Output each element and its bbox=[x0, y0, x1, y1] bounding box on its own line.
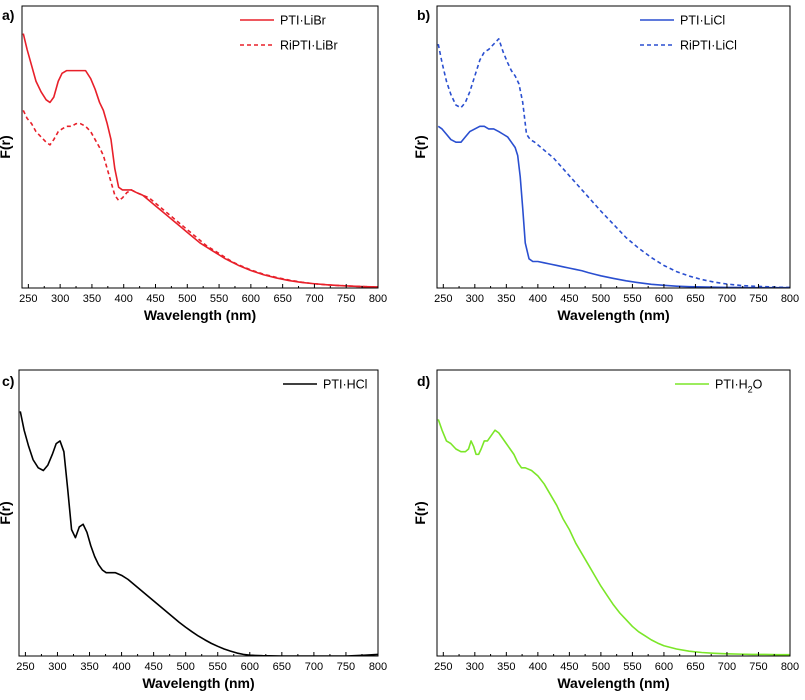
x-tick-label: 500 bbox=[592, 661, 610, 673]
x-tick-label: 800 bbox=[369, 661, 387, 673]
x-tick-label: 750 bbox=[749, 293, 767, 305]
y-axis-title: F(r) bbox=[0, 135, 13, 158]
x-tick-label: 450 bbox=[560, 661, 578, 673]
legend-label: PTI·H2O bbox=[715, 378, 763, 395]
chart-panel-3: 250 300 350 400 450 500 550 600 650 700 750 800 Wave… bbox=[0, 369, 387, 691]
series-line-pti-licl bbox=[437, 125, 790, 288]
x-axis-title: Wavelength (nm) bbox=[142, 675, 254, 691]
y-axis-title: F(r) bbox=[412, 135, 428, 158]
x-tick-label: 300 bbox=[51, 293, 69, 305]
x-tick-label: 500 bbox=[592, 293, 610, 305]
x-tick-label: 750 bbox=[749, 661, 767, 673]
x-tick-label: 300 bbox=[466, 661, 484, 673]
y-axis-title: F(r) bbox=[412, 501, 428, 524]
chart-panel-1: 250 300 350 400 450 500 550 600 650 700 750 800 Wave… bbox=[0, 5, 387, 323]
x-tick-label: 350 bbox=[497, 293, 515, 305]
legend-label: PTI·HCl bbox=[323, 378, 367, 392]
x-tick-label: 500 bbox=[176, 661, 194, 673]
x-tick-label: 700 bbox=[305, 661, 323, 673]
x-tick-label: 250 bbox=[19, 293, 37, 305]
x-tick-label: 300 bbox=[466, 293, 484, 305]
x-tick-label: 650 bbox=[273, 293, 291, 305]
x-tick-label: 550 bbox=[210, 293, 228, 305]
x-tick-label: 600 bbox=[242, 293, 260, 305]
x-tick-label: 550 bbox=[623, 293, 641, 305]
x-tick-label: 350 bbox=[83, 293, 101, 305]
plot-frame bbox=[21, 5, 379, 289]
panel-label: d) bbox=[417, 373, 430, 389]
panel-label: b) bbox=[417, 7, 430, 23]
x-tick-label: 400 bbox=[529, 293, 547, 305]
series-line-ripti-licl bbox=[437, 38, 790, 288]
series-line-ripti-libr bbox=[22, 110, 378, 288]
plot-frame bbox=[436, 5, 791, 289]
chart-panel-4: 250 300 350 400 450 500 550 600 650 700 750 800 Wave… bbox=[412, 369, 799, 691]
series-line-pti-libr bbox=[22, 33, 378, 288]
x-tick-label: 250 bbox=[434, 293, 452, 305]
x-tick-label: 750 bbox=[337, 661, 355, 673]
x-tick-label: 750 bbox=[337, 293, 355, 305]
legend-label: RiPTI·LiCl bbox=[680, 39, 737, 53]
x-tick-label: 400 bbox=[112, 661, 130, 673]
x-tick-label: 700 bbox=[305, 293, 323, 305]
x-tick-label: 600 bbox=[655, 661, 673, 673]
x-tick-label: 800 bbox=[781, 661, 799, 673]
x-tick-label: 300 bbox=[48, 661, 66, 673]
x-tick-label: 400 bbox=[115, 293, 133, 305]
x-tick-label: 450 bbox=[146, 293, 164, 305]
x-tick-label: 650 bbox=[273, 661, 291, 673]
x-tick-label: 600 bbox=[655, 293, 673, 305]
legend-label: PTI·LiBr bbox=[280, 14, 326, 28]
plot-frame bbox=[18, 369, 379, 657]
legend-label: RiPTI·LiBr bbox=[280, 39, 338, 53]
x-tick-label: 350 bbox=[80, 661, 98, 673]
x-axis-title: Wavelength (nm) bbox=[144, 307, 256, 323]
panel-label: c) bbox=[2, 373, 14, 389]
x-tick-label: 500 bbox=[178, 293, 196, 305]
x-tick-label: 800 bbox=[369, 293, 387, 305]
chart-panel-2: 250 300 350 400 450 500 550 600 650 700 750 800 Wave… bbox=[412, 5, 799, 323]
series-line-pti-hcl bbox=[19, 411, 378, 656]
y-axis-title: F(r) bbox=[0, 501, 13, 524]
x-tick-label: 250 bbox=[16, 661, 34, 673]
x-tick-label: 450 bbox=[560, 293, 578, 305]
x-tick-label: 650 bbox=[686, 661, 704, 673]
x-tick-label: 800 bbox=[781, 293, 799, 305]
series-line-pti-h2o bbox=[437, 419, 790, 656]
plot-frame bbox=[436, 369, 791, 657]
x-tick-label: 450 bbox=[144, 661, 162, 673]
x-tick-label: 700 bbox=[718, 293, 736, 305]
x-tick-label: 350 bbox=[497, 661, 515, 673]
x-tick-label: 400 bbox=[529, 661, 547, 673]
x-tick-label: 600 bbox=[241, 661, 259, 673]
x-tick-label: 550 bbox=[209, 661, 227, 673]
legend-label: PTI·LiCl bbox=[680, 14, 725, 28]
x-tick-label: 650 bbox=[686, 293, 704, 305]
panel-label: a) bbox=[2, 7, 14, 23]
x-axis-title: Wavelength (nm) bbox=[557, 307, 669, 323]
x-tick-label: 700 bbox=[718, 661, 736, 673]
x-tick-label: 550 bbox=[623, 661, 641, 673]
x-tick-label: 250 bbox=[434, 661, 452, 673]
x-axis-title: Wavelength (nm) bbox=[557, 675, 669, 691]
